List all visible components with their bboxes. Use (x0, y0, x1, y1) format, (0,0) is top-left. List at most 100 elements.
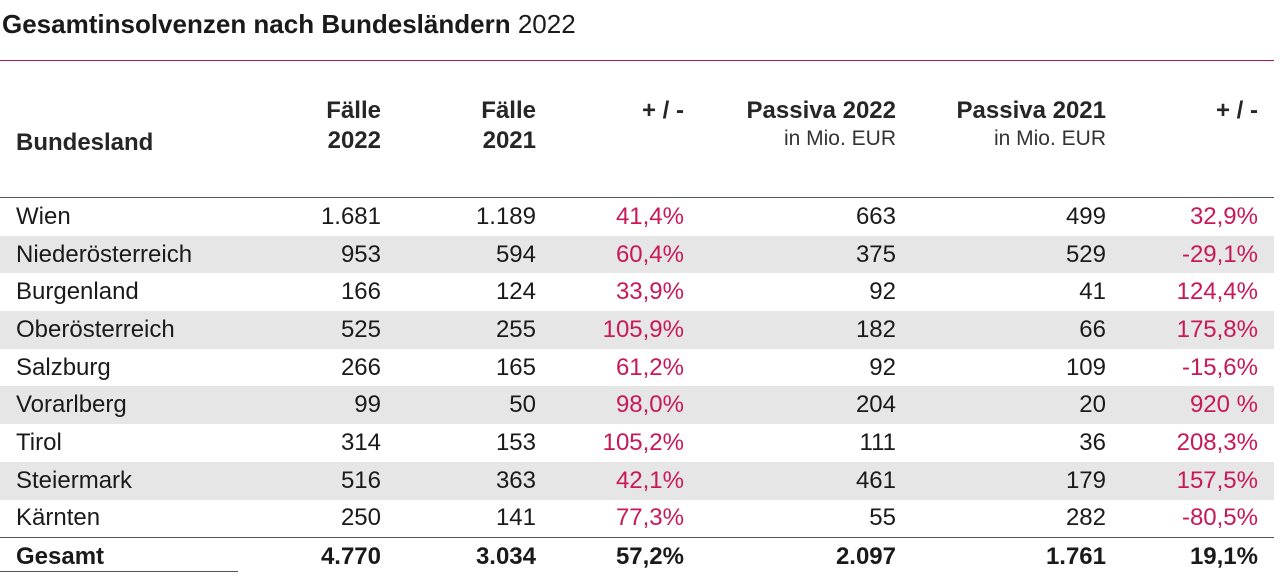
header-faelle-change-label: + / - (641, 97, 684, 124)
cell-total-passiva-2021: 1.761 (900, 537, 1110, 576)
cell-passiva-change: 208,3% (1176, 428, 1258, 456)
table-row: Burgenland 166 124 33,9% 92 41 124,4% (0, 273, 1274, 311)
header-faelle-2022-line2: 2022 (327, 127, 381, 154)
cell-bundesland: Burgenland (16, 278, 139, 306)
cell-faelle-2022: 250 (340, 504, 381, 532)
table-row: Kärnten 250 141 77,3% 55 282 -80,5% (0, 500, 1274, 538)
cell-bundesland: Niederösterreich (0, 235, 230, 274)
cell-passiva-2022: 92 (869, 278, 896, 306)
table-body: Wien 1.681 1.189 41,4% 663 499 32,9% Nie… (0, 198, 1274, 576)
cell-passiva-2022: 461 (690, 461, 900, 500)
header-faelle-2021-line1: Fälle (481, 97, 536, 124)
cell-total-faelle-2022: 4.770 (230, 537, 385, 576)
cell-faelle-change: 77,3% (615, 504, 684, 532)
cell-passiva-change: 157,5% (1110, 461, 1274, 500)
table-row: Niederösterreich 953 594 60,4% 375 529 -… (0, 235, 1274, 274)
table-row: Steiermark 516 363 42,1% 461 179 157,5% (0, 461, 1274, 500)
header-faelle-change: + / - (540, 88, 690, 198)
cell-faelle-2022: 166 (340, 278, 381, 306)
header-faelle-2021: Fälle 2021 (385, 88, 540, 198)
table-row: Oberösterreich 525 255 105,9% 182 66 175… (0, 311, 1274, 349)
cell-passiva-change: 920 % (1110, 386, 1274, 425)
header-passiva-2021-label: Passiva 2021 (956, 97, 1106, 124)
cell-passiva-change: -15,6% (1181, 353, 1258, 381)
cell-faelle-2022: 99 (230, 386, 385, 425)
cell-faelle-2022: 525 (230, 311, 385, 349)
insolvency-table: Bundesland Fälle 2022 Fälle 2021 + / - Pas… (0, 88, 1274, 576)
cell-passiva-2021: 20 (900, 386, 1110, 425)
cell-faelle-2021: 141 (495, 504, 536, 532)
page-title: Gesamtinsolvenzen nach Bundesländern 202… (2, 8, 576, 40)
cell-bundesland: Salzburg (16, 353, 111, 381)
header-passiva-2022-unit: in Mio. EUR (783, 127, 896, 150)
cell-faelle-change: 41,4% (615, 202, 684, 230)
cell-total-faelle-change: 57,2% (540, 537, 690, 576)
cell-passiva-change: 175,8% (1110, 311, 1274, 349)
cell-bundesland: Vorarlberg (0, 386, 230, 425)
cell-faelle-2022: 516 (230, 461, 385, 500)
cell-faelle-2022: 266 (340, 353, 381, 381)
cell-passiva-2022: 55 (869, 504, 896, 532)
cell-total-faelle-2021: 3.034 (385, 537, 540, 576)
cell-faelle-2022: 1.681 (320, 202, 381, 230)
cell-total-passiva-2022: 2.097 (690, 537, 900, 576)
cell-bundesland: Kärnten (16, 504, 101, 532)
title-year: 2022 (517, 9, 576, 39)
cell-total-passiva-change: 19,1% (1110, 537, 1274, 576)
title-main: Gesamtinsolvenzen nach Bundesländern (2, 9, 511, 39)
cell-passiva-2022: 375 (690, 235, 900, 274)
cell-bundesland: Steiermark (0, 461, 230, 500)
table-header-row: Bundesland Fälle 2022 Fälle 2021 + / - Pas… (0, 88, 1274, 198)
cell-faelle-change: 42,1% (540, 461, 690, 500)
cell-passiva-2021: 282 (1065, 504, 1106, 532)
header-bundesland: Bundesland (0, 88, 230, 198)
cell-passiva-2021: 109 (1065, 353, 1106, 381)
cell-faelle-change: 61,2% (615, 353, 684, 381)
cell-faelle-2022: 314 (340, 428, 381, 456)
cell-bundesland: Wien (16, 202, 71, 230)
cell-passiva-2021: 179 (900, 461, 1110, 500)
table-row: Tirol 314 153 105,2% 111 36 208,3% (0, 424, 1274, 462)
cell-passiva-2021: 66 (900, 311, 1110, 349)
cell-passiva-2022: 182 (690, 311, 900, 349)
cell-passiva-2021: 36 (1079, 428, 1106, 456)
cell-faelle-change: 105,9% (540, 311, 690, 349)
cell-bundesland: Tirol (16, 428, 62, 456)
cell-passiva-2022: 92 (869, 353, 896, 381)
cell-faelle-2021: 363 (385, 461, 540, 500)
cell-faelle-change: 105,2% (602, 428, 684, 456)
cell-faelle-change: 33,9% (615, 278, 684, 306)
table-row: Salzburg 266 165 61,2% 92 109 -15,6% (0, 349, 1274, 387)
header-faelle-2022: Fälle 2022 (230, 88, 385, 198)
cell-faelle-2021: 165 (495, 353, 536, 381)
cell-faelle-2022: 953 (230, 235, 385, 274)
title-divider (0, 60, 1274, 61)
header-passiva-2022: Passiva 2022 in Mio. EUR (690, 88, 900, 198)
cell-passiva-2022: 204 (690, 386, 900, 425)
cell-faelle-2021: 50 (385, 386, 540, 425)
cell-faelle-change: 60,4% (540, 235, 690, 274)
cell-passiva-change: 32,9% (1189, 202, 1258, 230)
cell-faelle-2021: 594 (385, 235, 540, 274)
cell-faelle-2021: 1.189 (475, 202, 536, 230)
cell-passiva-2022: 663 (855, 202, 896, 230)
header-passiva-change-label: + / - (1215, 97, 1258, 124)
cell-passiva-change: -29,1% (1110, 235, 1274, 274)
cell-passiva-change: -80,5% (1181, 504, 1258, 532)
cell-passiva-change: 124,4% (1176, 278, 1258, 306)
cell-passiva-2021: 529 (900, 235, 1110, 274)
header-faelle-2022-line1: Fälle (326, 97, 381, 124)
header-passiva-2021: Passiva 2021 in Mio. EUR (900, 88, 1110, 198)
table-row: Vorarlberg 99 50 98,0% 204 20 920 % (0, 386, 1274, 425)
total-row: Gesamt 4.770 3.034 57,2% 2.097 1.761 19,… (0, 537, 1274, 576)
header-passiva-2021-unit: in Mio. EUR (993, 127, 1106, 150)
cell-faelle-2021: 255 (385, 311, 540, 349)
cell-passiva-2021: 41 (1079, 278, 1106, 306)
table-row: Wien 1.681 1.189 41,4% 663 499 32,9% (0, 198, 1274, 236)
cell-faelle-change: 98,0% (540, 386, 690, 425)
cell-passiva-2021: 499 (1065, 202, 1106, 230)
cell-passiva-2022: 111 (859, 428, 896, 456)
cell-total-label: Gesamt (0, 537, 230, 576)
header-passiva-change: + / - (1110, 88, 1274, 198)
bottom-divider (0, 571, 238, 572)
